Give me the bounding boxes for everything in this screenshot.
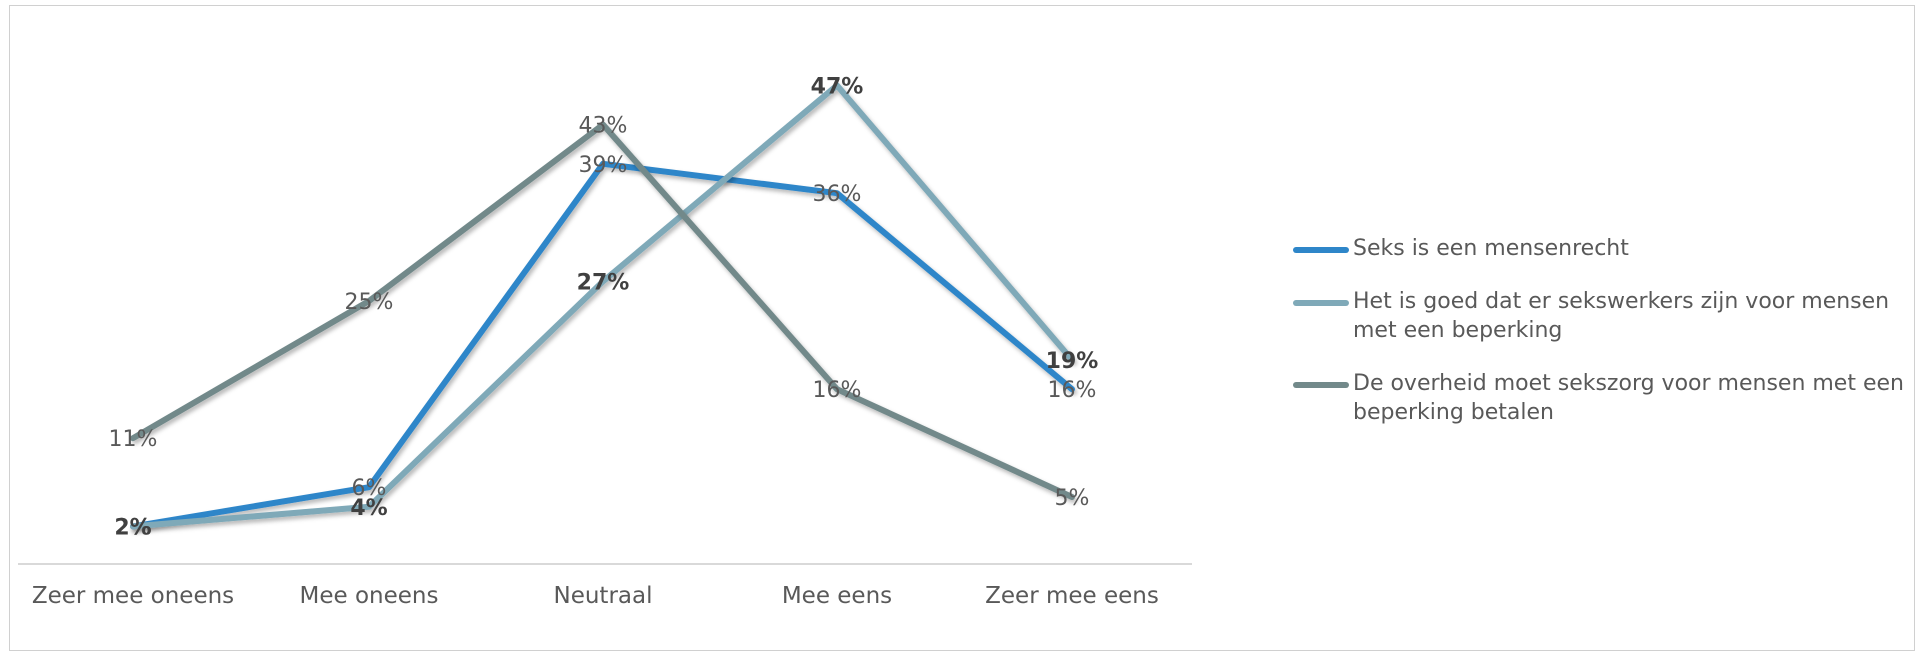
data-label-s3-p1: 11% [109, 427, 158, 452]
data-label-s3-p3: 43% [579, 114, 628, 139]
series-layer [130, 82, 1075, 530]
data-label-s1-p3: 39% [579, 153, 628, 178]
legend-swatch-series-1 [1293, 247, 1349, 253]
chart-frame: Zeer mee oneens Mee oneens Neutraal Mee een… [9, 5, 1915, 651]
x-category-label-2: Mee oneens [300, 583, 439, 609]
data-label-s2-p1: 2% [114, 515, 151, 540]
data-label-s3-p5: 5% [1055, 486, 1090, 511]
legend-item-series-2: Het is goed dat er sekswerkers zijn voor… [1293, 287, 1913, 345]
data-label-s2-p3: 27% [577, 270, 630, 295]
x-category-label-5: Zeer mee eens [985, 583, 1159, 609]
data-label-s2-p4: 47% [811, 74, 864, 99]
data-label-s1-p4: 36% [813, 182, 862, 207]
x-category-label-1: Zeer mee oneens [32, 583, 234, 609]
line-chart: Zeer mee oneens Mee oneens Neutraal Mee een… [18, 74, 1192, 609]
legend-label-series-2: Het is goed dat er sekswerkers zijn voor… [1353, 289, 1890, 343]
data-label-s1-p1: 2% [116, 515, 151, 540]
series-line-3 [130, 121, 1075, 500]
legend-item-series-1: Seks is een mensenrecht [1293, 234, 1913, 263]
legend-label-series-3: De overheid moet sekszorg voor mensen me… [1353, 371, 1904, 425]
x-category-label-4: Mee eens [782, 583, 892, 609]
legend-item-series-3: De overheid moet sekszorg voor mensen me… [1293, 369, 1913, 427]
x-axis-categories: Zeer mee oneens Mee oneens Neutraal Mee een… [32, 583, 1159, 609]
legend-swatch-series-3 [1293, 382, 1349, 388]
series-line-2 [130, 82, 1075, 530]
data-label-s2-p5: 19% [1046, 349, 1099, 374]
data-label-s2-p2: 4% [350, 496, 387, 521]
legend-swatch-series-2 [1293, 300, 1349, 306]
legend-label-series-1: Seks is een mensenrecht [1353, 236, 1629, 261]
data-labels: 2%6%39%36%16%2%4%27%47%19%11%25%43%16%5% [109, 74, 1099, 540]
data-label-s3-p2: 25% [345, 290, 394, 315]
data-label-s3-p4: 16% [813, 378, 862, 403]
data-label-s1-p5: 16% [1048, 378, 1097, 403]
series-line-1 [130, 160, 1075, 530]
data-label-s1-p2: 6% [352, 476, 387, 501]
legend: Seks is een mensenrecht Het is goed dat … [1293, 234, 1913, 451]
x-category-label-3: Neutraal [554, 583, 653, 609]
